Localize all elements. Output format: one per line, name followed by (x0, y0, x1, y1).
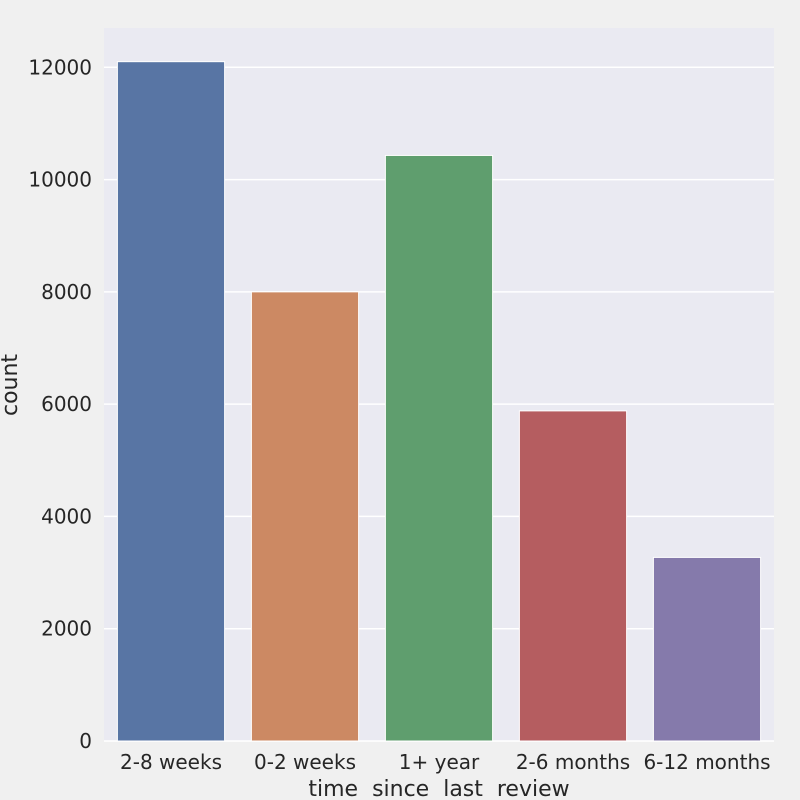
y-tick-label: 2000 (41, 617, 92, 641)
x-tick-label: 2-8 weeks (120, 750, 222, 774)
y-tick-label: 12000 (28, 55, 92, 79)
y-tick-label: 8000 (41, 280, 92, 304)
bar-1-year (384, 154, 494, 742)
y-tick-labels: 0 2000 4000 6000 8000 10000 12000 (28, 55, 92, 753)
bar-2-8-weeks (116, 61, 226, 742)
bar-0-2-weeks (250, 291, 360, 742)
x-axis-title: time since last review (308, 777, 569, 800)
x-tick-labels: 2-8 weeks 0-2 weeks 1+ year 2-6 months 6-12 … (120, 750, 771, 774)
x-tick-label: 2-6 months (516, 750, 630, 774)
y-tick-label: 6000 (41, 392, 92, 416)
x-tick-label: 6-12 months (643, 750, 770, 774)
bar-2-6-months (518, 410, 628, 742)
x-tick-label: 0-2 weeks (254, 750, 356, 774)
y-tick-label: 10000 (28, 168, 92, 192)
bars (116, 61, 762, 742)
y-axis-title: count (0, 354, 23, 416)
y-tick-label: 0 (79, 729, 92, 753)
y-tick-label: 4000 (41, 504, 92, 528)
x-tick-label: 1+ year (399, 750, 480, 774)
bar-6-12-months (652, 556, 762, 742)
